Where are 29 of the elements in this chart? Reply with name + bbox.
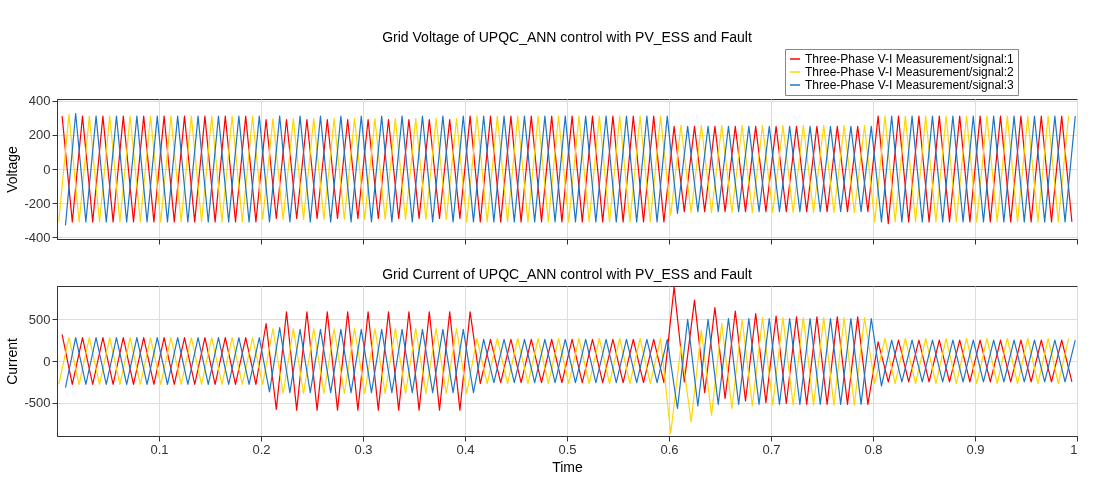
y-tick-label: 400 xyxy=(28,93,51,109)
x-tick-label: 0.1 xyxy=(150,441,169,457)
y-tick-label: -500 xyxy=(24,395,51,411)
legend-label: Three-Phase V-I Measurement/signal:1 xyxy=(805,52,1015,66)
line-series xyxy=(64,317,1076,410)
legend-label: Three-Phase V-I Measurement/signal:2 xyxy=(805,65,1015,79)
x-tick-label: 1 xyxy=(1070,441,1078,457)
x-tick-label: 0.4 xyxy=(456,441,475,457)
y-tick-label: 0 xyxy=(43,161,51,177)
legend-label: Three-Phase V-I Measurement/signal:3 xyxy=(805,78,1015,92)
y-tick-label: 200 xyxy=(28,127,51,143)
y-tick-label: -200 xyxy=(24,195,51,211)
line-series xyxy=(61,286,1073,411)
x-tick-label: 0.8 xyxy=(864,441,883,457)
y-tick-label: 500 xyxy=(28,311,51,327)
x-tick-label: 0.3 xyxy=(354,441,373,457)
chart-title: Grid Voltage of UPQC_ANN control with PV_ESS and Fault xyxy=(382,28,752,45)
y-axis-title: Current xyxy=(4,338,21,385)
x-tick-label: 0.9 xyxy=(966,441,985,457)
x-tick-label: 0.6 xyxy=(660,441,679,457)
x-tick-label: 0.5 xyxy=(558,441,577,457)
y-tick-label: 0 xyxy=(43,353,51,369)
chart-title: Grid Current of UPQC_ANN control with PV_ESS and Fault xyxy=(382,266,752,282)
y-axis-title: Voltage xyxy=(4,145,21,193)
line-series xyxy=(58,317,1070,435)
x-tick-label: 0.2 xyxy=(252,441,271,457)
x-tick-label: 0.7 xyxy=(762,441,781,457)
y-tick-label: -400 xyxy=(24,229,51,245)
x-axis-title: Time xyxy=(552,458,584,475)
